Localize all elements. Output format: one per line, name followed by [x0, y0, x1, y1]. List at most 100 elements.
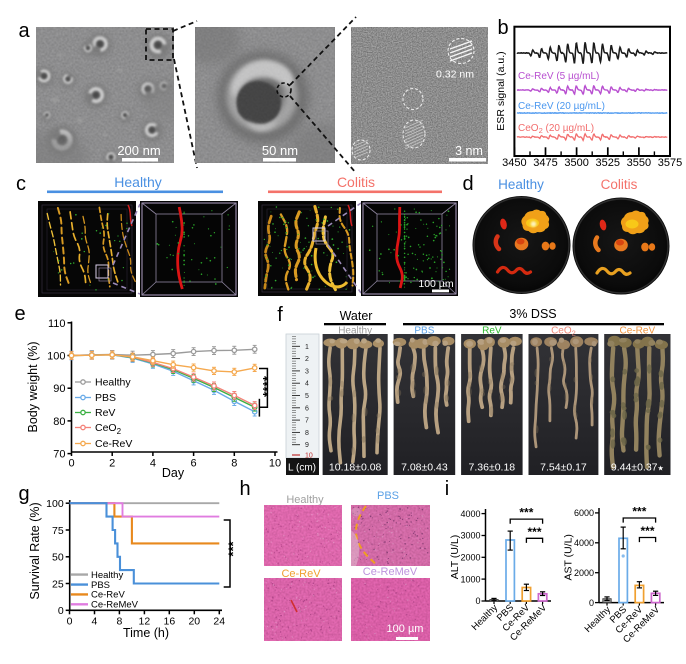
svg-text:3550: 3550: [627, 157, 651, 169]
svg-text:4: 4: [92, 616, 98, 628]
svg-text:0.32 nm: 0.32 nm: [436, 69, 474, 81]
svg-text:Ce-ReV: Ce-ReV: [620, 326, 656, 337]
svg-text:100: 100: [47, 351, 65, 363]
svg-text:Time (h): Time (h): [123, 626, 169, 640]
svg-text:0: 0: [68, 458, 74, 470]
svg-text:Colitis: Colitis: [601, 177, 638, 192]
svg-text:8: 8: [305, 430, 309, 437]
svg-text:50: 50: [52, 552, 64, 564]
svg-text:25: 25: [52, 578, 64, 590]
svg-text:1: 1: [305, 344, 309, 351]
svg-text:0: 0: [67, 616, 73, 628]
svg-text:CeO2: CeO2: [95, 422, 122, 436]
svg-text:16: 16: [163, 616, 175, 628]
svg-text:0: 0: [58, 605, 64, 617]
svg-text:Ce-ReV (20 µg/mL): Ce-ReV (20 µg/mL): [518, 101, 605, 112]
svg-text:75: 75: [52, 525, 64, 537]
svg-text:5: 5: [305, 393, 309, 400]
svg-text:0: 0: [475, 596, 480, 606]
svg-text:7.54±0.17: 7.54±0.17: [540, 462, 587, 474]
svg-text:PBS: PBS: [91, 580, 110, 591]
svg-text:100: 100: [46, 498, 64, 510]
svg-text:c: c: [16, 173, 26, 195]
svg-text:0: 0: [589, 598, 594, 608]
svg-text:g: g: [18, 483, 29, 505]
svg-text:AST (U/L): AST (U/L): [563, 534, 575, 580]
svg-text:4000: 4000: [460, 509, 480, 519]
svg-text:10: 10: [269, 458, 281, 470]
svg-text:6: 6: [191, 458, 197, 470]
svg-text:Ce-ReV (5 µg/mL): Ce-ReV (5 µg/mL): [518, 71, 599, 82]
svg-text:2000: 2000: [574, 568, 594, 578]
svg-text:24: 24: [213, 616, 225, 628]
svg-text:200 nm: 200 nm: [117, 143, 160, 158]
svg-text:90: 90: [53, 383, 65, 395]
svg-text:Day: Day: [162, 466, 185, 480]
svg-text:2: 2: [305, 356, 309, 363]
svg-text:10: 10: [305, 453, 313, 460]
svg-text:i: i: [445, 478, 449, 500]
svg-text:Ce-ReMeV: Ce-ReMeV: [91, 600, 139, 611]
svg-text:Healthy: Healthy: [498, 177, 544, 192]
svg-text:Ce-ReV: Ce-ReV: [91, 590, 125, 601]
svg-text:Healthy: Healthy: [286, 494, 324, 506]
svg-text:3575: 3575: [658, 157, 682, 169]
svg-text:ALT (U/L): ALT (U/L): [449, 535, 461, 580]
svg-text:Survival Rate (%): Survival Rate (%): [28, 502, 42, 599]
svg-text:110: 110: [48, 318, 66, 330]
svg-text:Body weight (%): Body weight (%): [26, 341, 40, 432]
svg-text:***: ***: [527, 525, 541, 539]
svg-text:h: h: [239, 478, 250, 500]
svg-text:CeO2: CeO2: [551, 326, 576, 338]
svg-text:PBS: PBS: [95, 392, 116, 404]
svg-text:ESR signal (a.u.): ESR signal (a.u.): [495, 51, 507, 130]
svg-text:b: b: [497, 17, 508, 39]
svg-text:20: 20: [188, 616, 200, 628]
svg-text:12: 12: [139, 616, 151, 628]
svg-text:a: a: [18, 20, 30, 42]
svg-text:***: ***: [226, 540, 241, 556]
svg-text:100 µm: 100 µm: [418, 278, 453, 290]
svg-text:7.36±0.18: 7.36±0.18: [469, 462, 516, 474]
svg-text:Ce-ReMeV: Ce-ReMeV: [363, 566, 418, 578]
svg-text:e: e: [14, 303, 25, 325]
svg-text:Colitis: Colitis: [337, 174, 375, 190]
svg-text:3 nm: 3 nm: [455, 144, 483, 158]
svg-text:Water: Water: [340, 309, 373, 323]
svg-text:8: 8: [116, 616, 122, 628]
svg-text:Healthy: Healthy: [114, 174, 161, 190]
svg-text:3: 3: [305, 368, 309, 375]
svg-text:***: ***: [519, 506, 533, 520]
svg-text:3525: 3525: [596, 157, 620, 169]
svg-text:4: 4: [305, 381, 309, 388]
svg-text:10.18±0.08: 10.18±0.08: [329, 462, 382, 474]
svg-text:80: 80: [53, 416, 65, 428]
svg-text:****: ****: [261, 375, 276, 397]
svg-text:7: 7: [305, 418, 309, 425]
svg-text:CeO2 (20 µg/mL): CeO2 (20 µg/mL): [518, 123, 594, 135]
svg-text:3000: 3000: [460, 531, 480, 541]
svg-text:6: 6: [305, 405, 309, 412]
svg-text:4: 4: [150, 458, 156, 470]
svg-text:Healthy: Healthy: [91, 570, 123, 581]
svg-text:3500: 3500: [564, 157, 588, 169]
svg-text:2000: 2000: [460, 553, 480, 563]
svg-text:***: ***: [640, 524, 654, 538]
svg-text:8: 8: [231, 458, 237, 470]
svg-text:3450: 3450: [502, 157, 526, 169]
svg-text:ReV: ReV: [482, 326, 502, 337]
svg-text:f: f: [277, 304, 283, 326]
svg-text:***: ***: [632, 505, 646, 519]
svg-text:d: d: [462, 173, 473, 195]
svg-text:70: 70: [53, 449, 65, 461]
svg-text:4000: 4000: [574, 538, 594, 548]
svg-text:9.44±0.37★: 9.44±0.37★: [611, 462, 664, 474]
svg-text:3475: 3475: [533, 157, 557, 169]
svg-text:Healthy: Healthy: [95, 377, 131, 389]
svg-text:100 µm: 100 µm: [387, 623, 424, 635]
svg-text:6000: 6000: [574, 508, 594, 518]
svg-text:7.08±0.43: 7.08±0.43: [401, 462, 448, 474]
svg-text:2: 2: [109, 458, 115, 470]
svg-text:9: 9: [305, 442, 309, 449]
svg-text:PBS: PBS: [377, 490, 399, 502]
